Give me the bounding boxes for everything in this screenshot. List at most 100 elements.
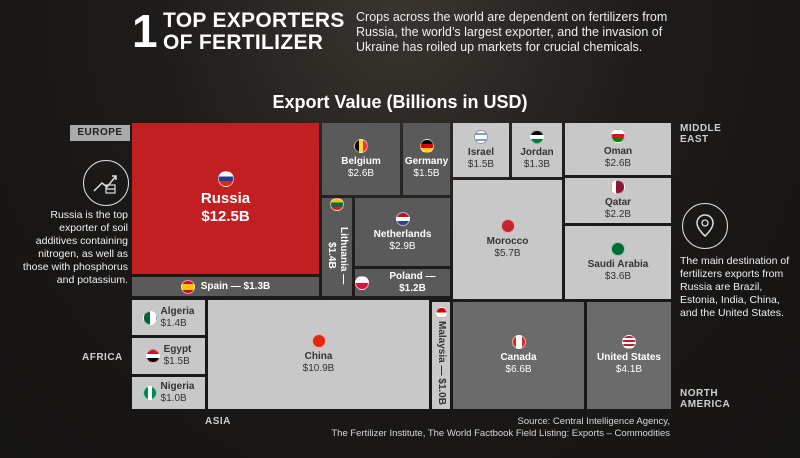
fertilizer-bags-icon	[83, 160, 129, 206]
tile-name: Russia	[200, 190, 251, 207]
tile-saudi-arabia: Saudi Arabia $3.6B	[565, 226, 671, 299]
tile-nigeria-row: Nigeria $1.0B	[142, 381, 195, 405]
flag-malaysia-icon	[435, 306, 447, 318]
tile-egypt-row: Egypt $1.5B	[145, 344, 192, 368]
tile-russia: Russia $12.5B	[132, 123, 319, 274]
tile-israel: Israel $1.5B	[453, 123, 509, 177]
tile-poland: Poland — $1.2B	[355, 269, 450, 296]
tile-name: Jordan	[520, 146, 554, 158]
tile-name: Morocco	[486, 236, 529, 247]
tile-algeria-text: Algeria $1.4B	[161, 306, 195, 330]
tile-value: $1.5B	[413, 167, 440, 179]
tile-value: $12.5B	[201, 208, 250, 225]
region-label-north-america-line2: AMERICA	[680, 399, 731, 410]
tile-algeria: Algeria $1.4B	[132, 300, 205, 335]
flag-egypt-icon	[145, 349, 160, 363]
tile-value: Spain — $1.3B	[200, 280, 271, 292]
tile-value: $4.1B	[615, 364, 643, 375]
destination-note: The main destination of fertilizers expo…	[680, 255, 790, 319]
flag-morocco-icon	[500, 219, 515, 233]
flag-jordan-icon	[530, 129, 544, 144]
source-line2: The Fertilizer Institute, The World Fact…	[331, 428, 670, 439]
tile-value: $1.3B	[523, 158, 551, 170]
tile-value: $2.9B	[389, 240, 416, 252]
tile-spain: Spain — $1.3B	[132, 277, 319, 296]
tile-name: Egypt	[163, 344, 192, 355]
tile-name: Qatar	[604, 197, 632, 208]
tile-value: $3.6B	[604, 271, 632, 282]
flag-canada-icon	[511, 335, 526, 349]
tile-name: China	[304, 351, 333, 362]
header-title: TOP EXPORTERS OF FERTILIZER	[163, 10, 345, 54]
tile-value: Malaysia — $1.0B	[436, 320, 447, 405]
region-label-europe: EUROPE	[70, 125, 130, 141]
region-label-middle-east-line1: MIDDLE	[680, 123, 722, 134]
tile-morocco: Morocco $5.7B	[453, 180, 562, 299]
tile-value: $5.7B	[494, 248, 521, 259]
tile-value: $2.6B	[347, 167, 375, 179]
header-number: 1	[132, 5, 158, 57]
flag-lithuania-icon	[330, 198, 344, 212]
region-label-asia: ASIA	[205, 416, 231, 427]
flag-israel-icon	[474, 129, 488, 144]
tile-name: United States	[597, 352, 661, 363]
tile-nigeria: Nigeria $1.0B	[132, 377, 205, 409]
chart-title: Export Value (Billions in USD)	[272, 92, 528, 112]
header-description: Crops across the world are dependent on …	[356, 10, 668, 54]
header-title-line2: OF FERTILIZER	[163, 31, 324, 54]
tile-name: Saudi Arabia	[587, 259, 649, 270]
tile-united-states: United States $4.1B	[587, 302, 671, 409]
tile-value: Poland — $1.2B	[389, 270, 436, 294]
tile-value: $2.2B	[604, 209, 632, 220]
tile-name: Algeria	[160, 305, 195, 317]
flag-belgium-icon	[354, 138, 368, 153]
tile-germany: Germany $1.5B	[403, 123, 450, 195]
tile-lithuania: Lithuania — $1.4B	[322, 198, 352, 296]
flag-united-states-icon	[622, 335, 636, 349]
tile-nigeria-text: Nigeria $1.0B	[161, 381, 195, 405]
tile-belgium: Belgium $2.6B	[322, 123, 400, 195]
flag-germany-icon	[419, 138, 434, 153]
flag-spain-icon	[180, 279, 195, 294]
tile-value: $1.0B	[160, 393, 187, 404]
source-note: Source: Central Intelligence Agency, The…	[331, 416, 670, 440]
header-title-line1: TOP EXPORTERS	[163, 9, 345, 32]
tile-egypt: Egypt $1.5B	[132, 338, 205, 374]
tile-qatar: Qatar $2.2B	[565, 178, 671, 223]
region-label-north-america-line1: NORTH	[680, 388, 719, 399]
russia-note: Russia is the top exporter of soil addit…	[22, 209, 128, 286]
tile-value: $10.9B	[302, 363, 335, 374]
tile-value: $2.6B	[604, 157, 632, 169]
tile-canada: Canada $6.6B	[453, 302, 584, 409]
tile-name: Germany	[404, 155, 449, 167]
tile-egypt-text: Egypt $1.5B	[164, 344, 192, 368]
flag-qatar-icon	[611, 180, 625, 194]
tile-value: Lithuania — $1.4B	[326, 226, 349, 284]
region-label-africa: AFRICA	[82, 352, 123, 363]
tile-malaysia: Malaysia — $1.0B	[432, 302, 450, 409]
region-label-middle-east: MIDDLE EAST	[680, 123, 721, 145]
flag-algeria-icon	[142, 310, 157, 325]
flag-nigeria-icon	[142, 386, 157, 400]
tile-name: Belgium	[341, 155, 381, 167]
flag-poland-icon	[355, 275, 369, 290]
flag-russia-icon	[217, 171, 234, 187]
tile-value: $1.5B	[467, 158, 495, 170]
tile-jordan: Jordan $1.3B	[512, 123, 562, 177]
tile-name: Oman	[603, 145, 633, 157]
flag-china-icon	[311, 334, 326, 348]
region-label-north-america: NORTH AMERICA	[680, 388, 730, 410]
tile-algeria-row: Algeria $1.4B	[142, 306, 195, 330]
region-label-middle-east-line2: EAST	[680, 134, 709, 145]
tile-name: Canada	[500, 352, 537, 363]
tile-name: Nigeria	[160, 381, 195, 392]
source-line1: Source: Central Intelligence Agency,	[517, 416, 670, 427]
flag-oman-icon	[611, 128, 625, 143]
tile-value: $6.6B	[505, 364, 532, 375]
flag-saudi-arabia-icon	[611, 242, 625, 256]
tile-netherlands: Netherlands $2.9B	[355, 198, 450, 266]
tile-china: China $10.9B	[208, 300, 429, 409]
flag-netherlands-icon	[395, 211, 410, 226]
tile-name: Netherlands	[373, 228, 432, 240]
map-pin-icon	[682, 203, 728, 249]
